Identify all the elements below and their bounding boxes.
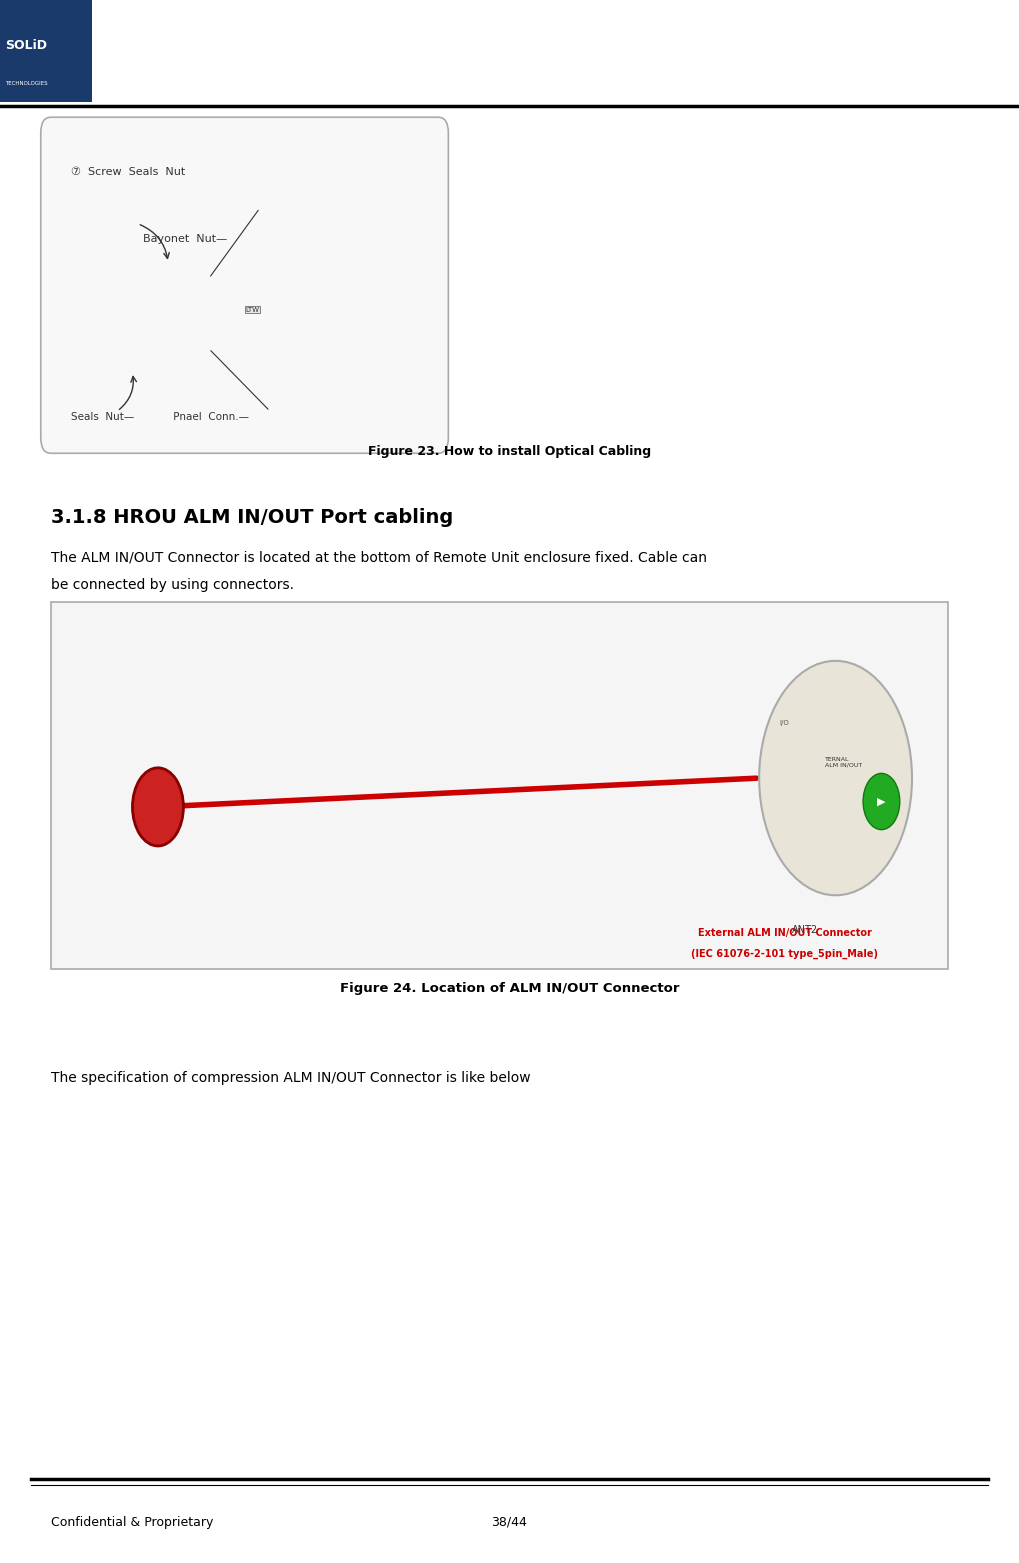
Text: Seals  Nut—            Pnael  Conn.—: Seals Nut— Pnael Conn.—: [71, 413, 250, 422]
FancyBboxPatch shape: [41, 117, 448, 453]
Circle shape: [863, 774, 900, 830]
Text: Figure 24. Location of ALM IN/OUT Connector: Figure 24. Location of ALM IN/OUT Connec…: [339, 982, 680, 994]
Text: ⑦  Screw  Seals  Nut: ⑦ Screw Seals Nut: [71, 167, 185, 177]
Text: 38/44: 38/44: [491, 1516, 528, 1529]
Bar: [168, 281, 209, 338]
Text: External ALM IN/OUT Connector: External ALM IN/OUT Connector: [698, 928, 871, 938]
Bar: [112, 270, 168, 349]
Text: be connected by using connectors.: be connected by using connectors.: [51, 578, 293, 592]
Text: TERNAL
ALM IN/OUT: TERNAL ALM IN/OUT: [825, 756, 863, 767]
Circle shape: [759, 661, 912, 896]
Text: (IEC 61076-2-101 type_5pin_Male): (IEC 61076-2-101 type_5pin_Male): [691, 949, 878, 960]
Circle shape: [132, 767, 183, 846]
Bar: [239, 270, 280, 349]
Text: LTW: LTW: [246, 306, 260, 313]
Bar: [0, 0, 92, 102]
Text: ▶: ▶: [877, 797, 886, 807]
Bar: [51, 602, 948, 969]
Text: SOLiD: SOLiD: [5, 39, 47, 52]
Text: ANT2: ANT2: [792, 925, 818, 935]
Text: Bayonet  Nut—: Bayonet Nut—: [143, 234, 227, 244]
Text: Confidential & Proprietary: Confidential & Proprietary: [51, 1516, 213, 1529]
Bar: [795, 672, 856, 914]
Text: The specification of compression ALM IN/OUT Connector is like below: The specification of compression ALM IN/…: [51, 1071, 531, 1085]
Text: Figure 23. How to install Optical Cabling: Figure 23. How to install Optical Cablin…: [368, 445, 651, 458]
Bar: [143, 688, 795, 899]
Bar: [92, 656, 173, 930]
Bar: [209, 266, 239, 353]
Text: The ALM IN/OUT Connector is located at the bottom of Remote Unit enclosure fixed: The ALM IN/OUT Connector is located at t…: [51, 550, 707, 564]
Text: TECHNOLOGIES: TECHNOLOGIES: [5, 81, 48, 86]
Text: I/O: I/O: [780, 721, 790, 727]
Text: 3.1.8 HROU ALM IN/OUT Port cabling: 3.1.8 HROU ALM IN/OUT Port cabling: [51, 508, 453, 527]
